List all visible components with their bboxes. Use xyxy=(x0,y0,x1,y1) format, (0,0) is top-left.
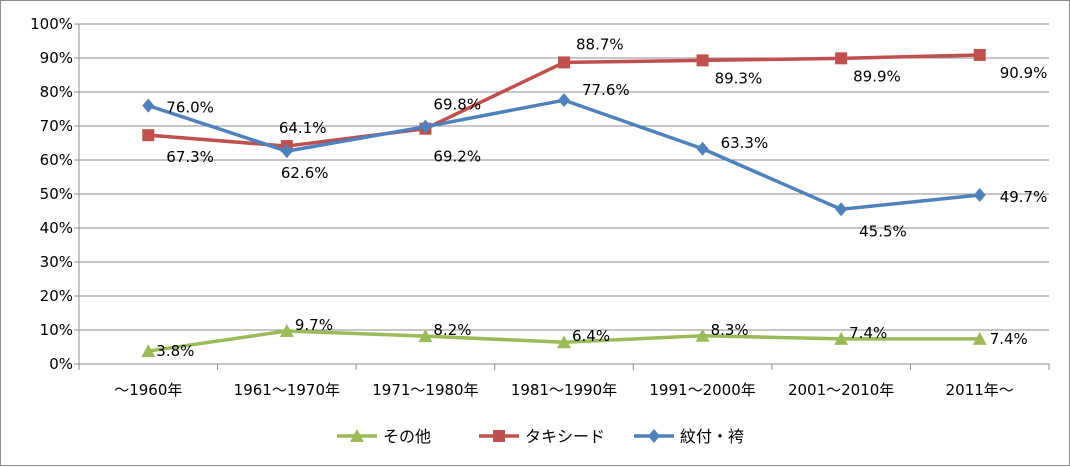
data-point-hakama xyxy=(696,141,709,156)
data-label-other: 3.8% xyxy=(156,342,194,360)
data-label-hakama: 49.7% xyxy=(1000,188,1048,206)
data-label-other: 6.4% xyxy=(572,327,610,345)
data-point-other xyxy=(418,329,433,343)
legend-label-tuxedo: タキシード xyxy=(525,427,605,446)
data-label-hakama: 63.3% xyxy=(721,134,769,152)
y-tick-label: 50% xyxy=(40,185,73,203)
data-point-other xyxy=(141,344,156,358)
data-label-tuxedo: 90.9% xyxy=(1000,64,1048,82)
data-label-other: 8.2% xyxy=(433,321,471,339)
y-axis-ticks: 0% 10% 20% 30% 40% 50% 60% 70% 80% 90% 100% xyxy=(30,15,73,373)
data-label-tuxedo: 69.2% xyxy=(433,148,481,166)
y-tick-label: 70% xyxy=(40,117,73,135)
x-tick-label: 1961～1970年 xyxy=(234,381,340,399)
data-point-hakama xyxy=(142,98,155,113)
data-label-hakama: 45.5% xyxy=(859,222,907,240)
y-tick-label: 60% xyxy=(40,151,73,169)
x-tick-label: 2001～2010年 xyxy=(788,381,894,399)
data-label-other: 9.7% xyxy=(295,316,333,334)
x-tick-label: 1991～2000年 xyxy=(649,381,755,399)
data-label-tuxedo: 88.7% xyxy=(576,35,624,53)
data-point-other xyxy=(557,335,571,349)
data-label-hakama: 76.0% xyxy=(166,99,214,117)
data-point-other xyxy=(279,324,294,338)
data-label-other: 8.3% xyxy=(711,321,749,339)
y-tick-label: 90% xyxy=(40,49,73,67)
data-label-tuxedo: 89.9% xyxy=(853,67,901,85)
data-label-tuxedo: 89.3% xyxy=(715,69,763,87)
data-label-tuxedo: 67.3% xyxy=(166,148,214,166)
data-point-tuxedo xyxy=(835,52,848,65)
gridlines xyxy=(79,23,1049,331)
data-label-hakama: 77.6% xyxy=(582,81,630,99)
data-label-other: 7.4% xyxy=(990,330,1028,348)
x-tick-label: 2011年～ xyxy=(946,381,1014,399)
y-tick-label: 100% xyxy=(30,15,73,33)
y-tick-label: 0% xyxy=(49,355,73,373)
x-tick-label: 1971～1980年 xyxy=(372,381,478,399)
data-point-hakama xyxy=(558,93,570,108)
y-tick-label: 10% xyxy=(40,321,73,339)
data-label-hakama: 69.8% xyxy=(433,96,481,114)
data-point-hakama xyxy=(280,144,293,159)
x-tick-label: ～1960年 xyxy=(114,381,182,399)
y-tick-label: 80% xyxy=(40,83,73,101)
y-tick-label: 30% xyxy=(40,253,73,271)
y-tick-label: 20% xyxy=(40,287,73,305)
data-point-hakama xyxy=(419,119,432,134)
legend-label-other: その他 xyxy=(383,427,431,446)
legend: その他 タキシード 紋付・袴 xyxy=(337,427,744,446)
data-label-other: 7.4% xyxy=(849,324,887,342)
data-point-hakama xyxy=(835,202,848,217)
x-axis xyxy=(74,23,1050,370)
legend-marker-hakama xyxy=(648,429,660,443)
series-layer xyxy=(141,48,987,358)
data-point-tuxedo xyxy=(142,129,155,142)
series-line-hakama xyxy=(147,98,980,212)
data-point-other xyxy=(972,331,987,345)
x-tick-label: 1981～1990年 xyxy=(511,381,617,399)
data-point-tuxedo xyxy=(973,48,986,61)
data-point-other xyxy=(695,328,710,342)
x-axis-ticks: ～1960年 1961～1970年 1971～1980年 1981～1990年 1991… xyxy=(114,381,1014,399)
legend-label-hakama: 紋付・袴 xyxy=(680,427,744,446)
data-point-tuxedo xyxy=(558,56,570,69)
legend-marker-tuxedo xyxy=(493,430,505,442)
legend-marker-other xyxy=(350,429,364,442)
data-label-hakama: 62.6% xyxy=(281,164,329,182)
y-tick-label: 40% xyxy=(40,219,73,237)
data-point-hakama xyxy=(973,188,986,203)
data-label-tuxedo: 64.1% xyxy=(279,119,327,137)
data-point-tuxedo xyxy=(696,54,709,67)
data-labels: 3.8% 9.7% 8.2% 6.4% 8.3% 7.4% 7.4% 67.3% 64.1% 69… xyxy=(156,35,1047,360)
data-point-other xyxy=(834,331,849,345)
